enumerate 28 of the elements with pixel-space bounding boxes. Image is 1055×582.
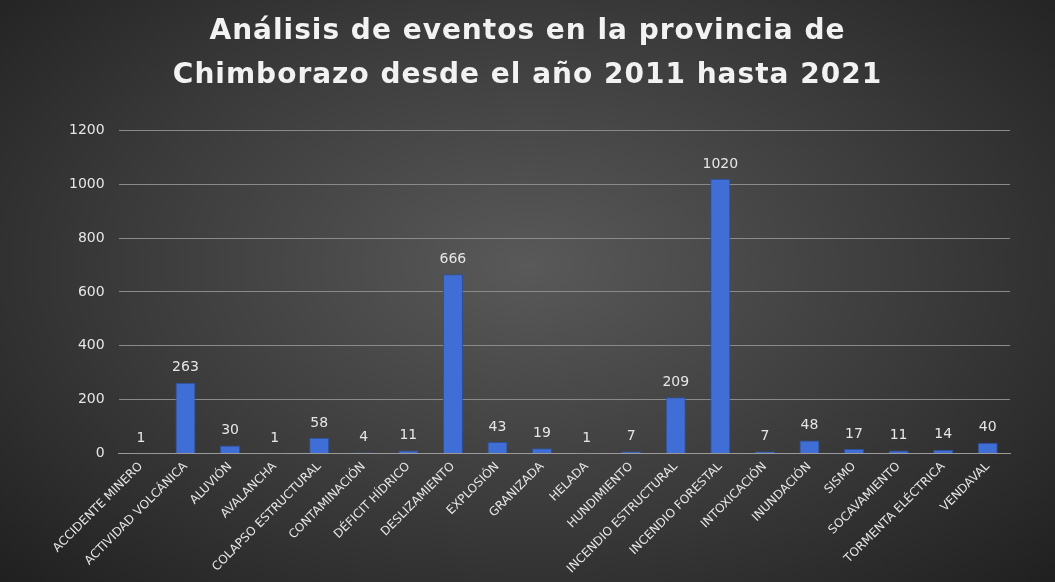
y-tick-label: 1200 [68,121,105,138]
data-label: 11 [889,426,908,443]
data-label: 40 [978,418,997,435]
y-tick-label: 1000 [68,174,105,191]
y-tick-label: 400 [77,336,105,353]
data-label: 666 [439,249,467,266]
data-label: 17 [845,424,863,441]
data-label: 58 [310,413,329,430]
y-tick-label: 800 [77,228,105,245]
data-label: 4 [359,428,369,445]
y-tick-label: 200 [77,390,105,407]
data-label: 1 [136,428,146,445]
y-tick-label: 600 [77,282,105,299]
data-label: 48 [800,416,819,433]
data-label: 30 [221,421,239,438]
data-label: 1 [270,428,280,445]
data-label: 209 [662,372,690,389]
data-label: 14 [934,425,953,442]
data-label: 1020 [702,154,739,171]
data-label: 7 [760,427,770,444]
data-label: 7 [626,427,636,444]
y-tick-label: 0 [95,444,105,461]
data-label: 263 [172,358,199,375]
data-label: 43 [488,417,507,434]
data-label: 1 [582,428,592,445]
data-label: 19 [533,424,551,441]
chart-title: Análisis de eventos en la provincia de Chimborazo desde el año 2011 hasta 2021 [171,12,884,92]
data-label: 11 [399,426,418,443]
